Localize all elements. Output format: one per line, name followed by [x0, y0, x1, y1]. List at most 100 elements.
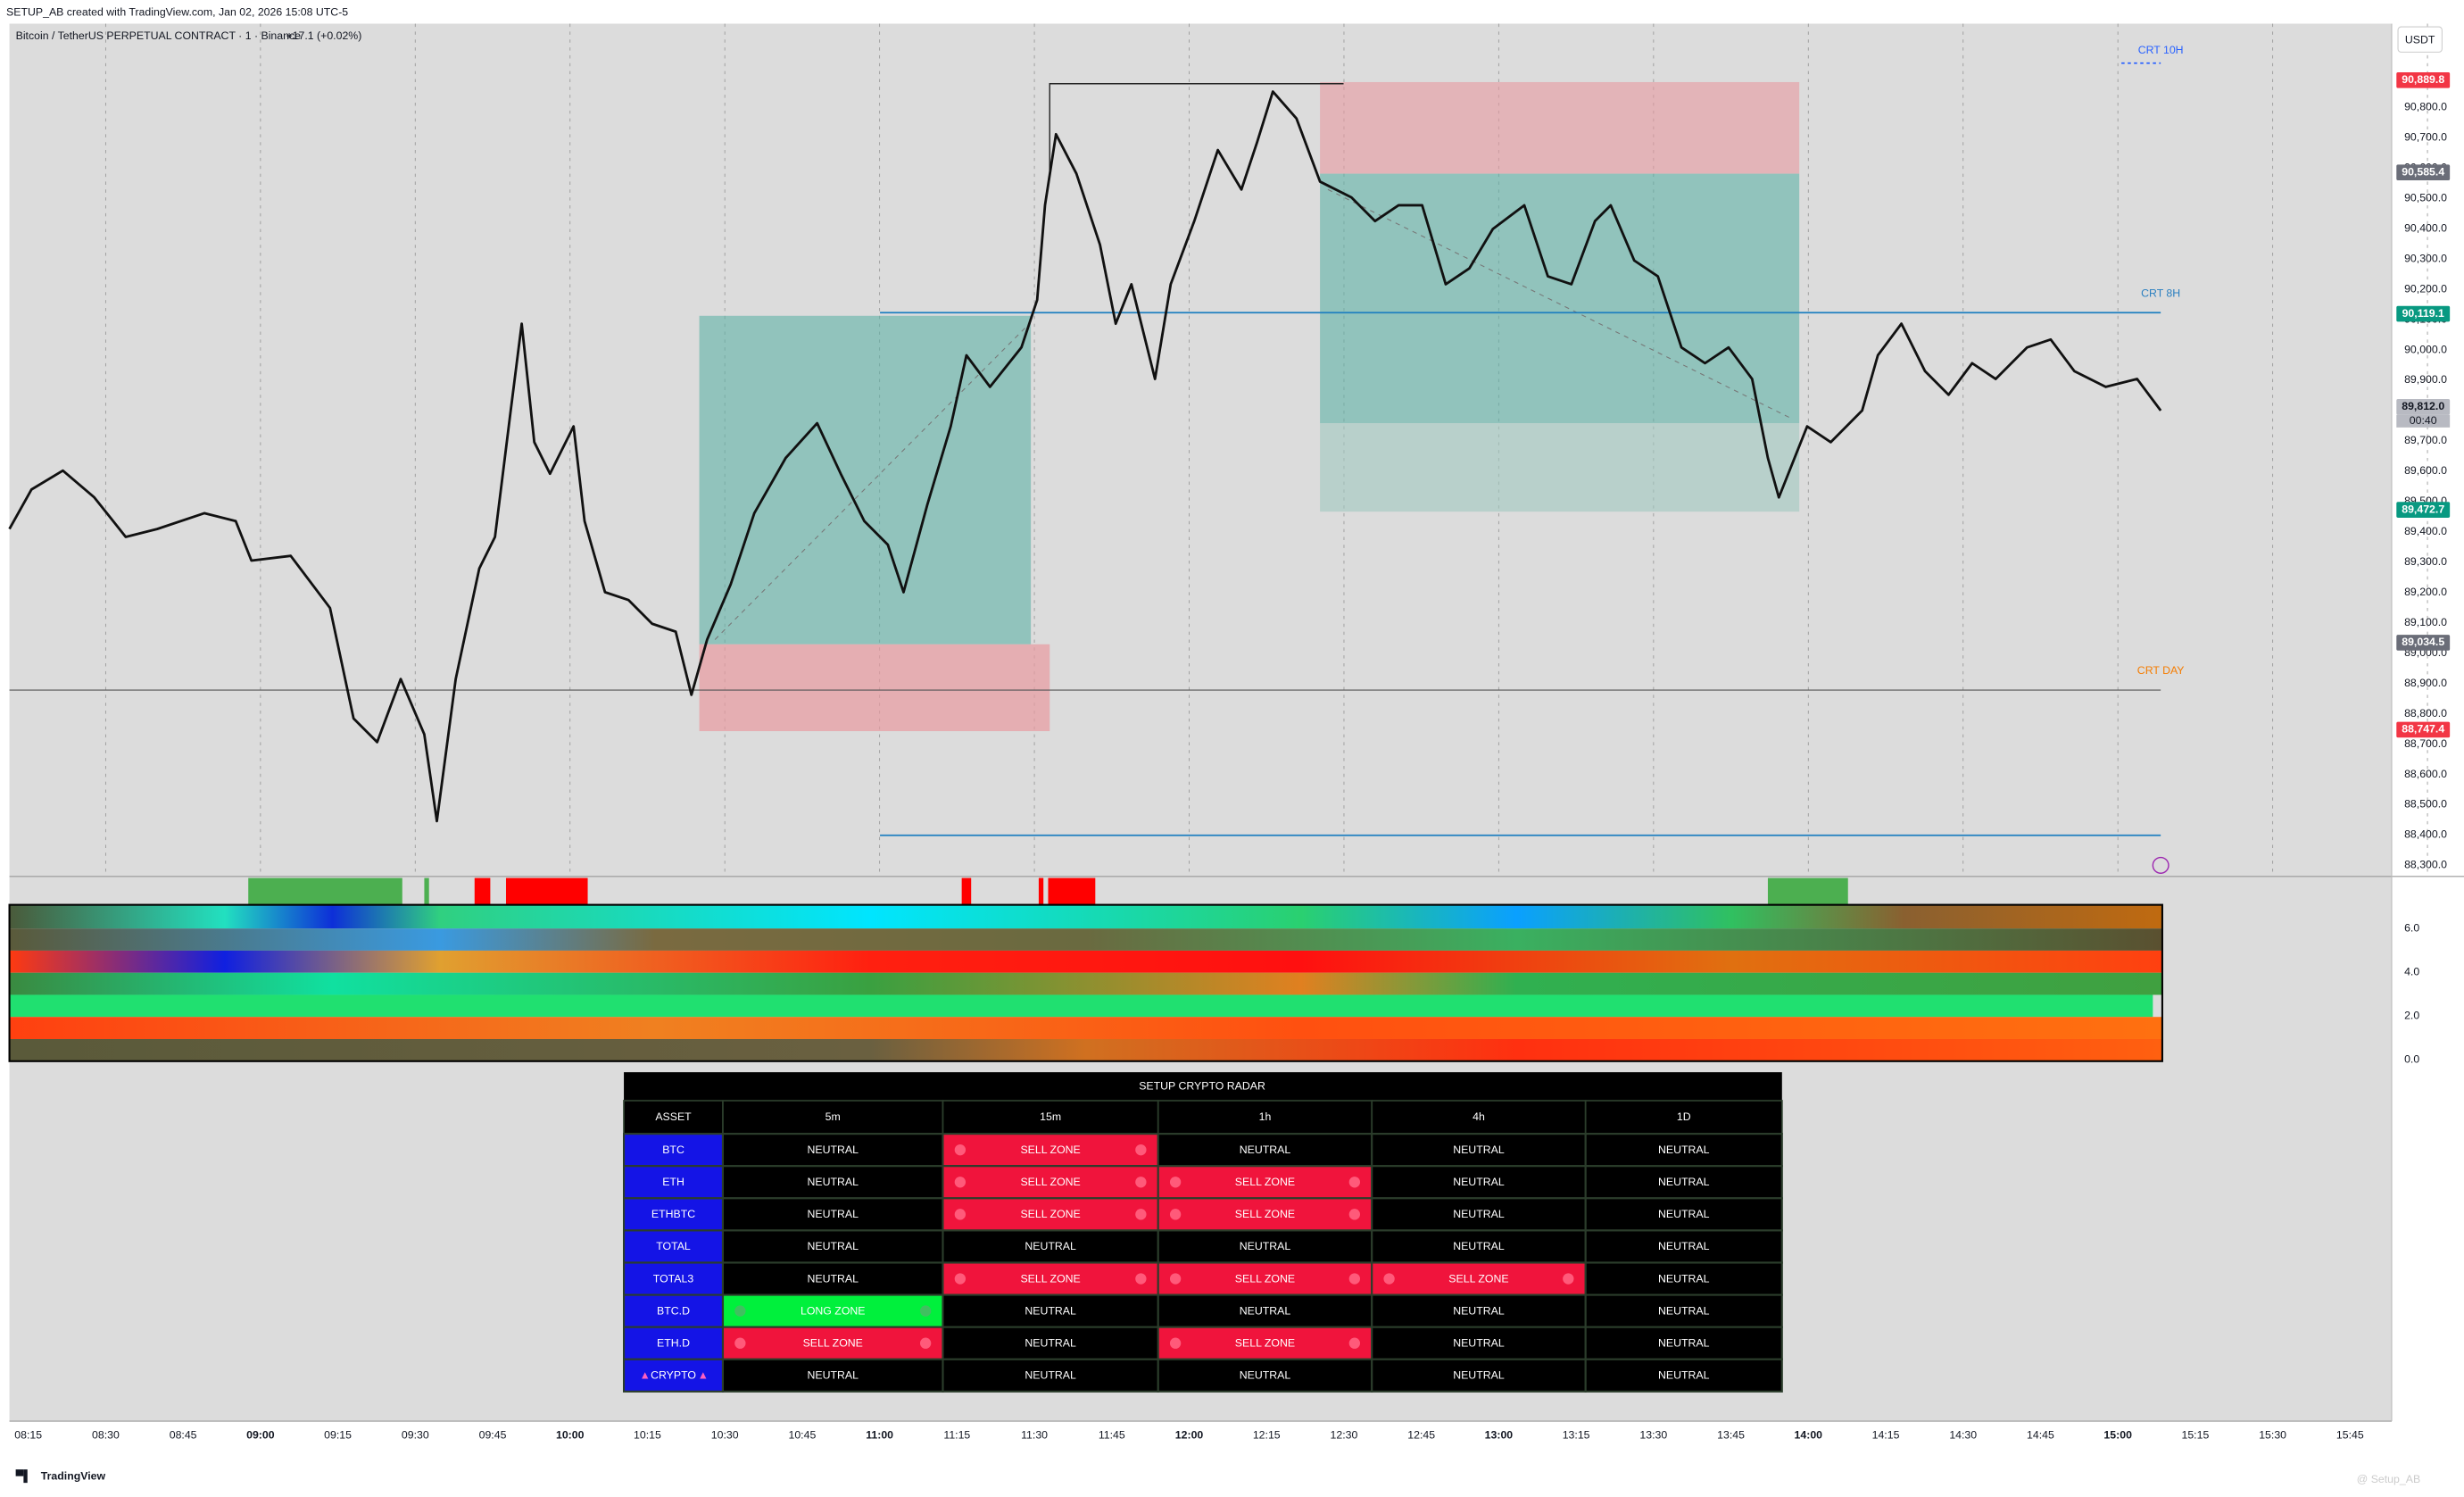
indicator-tick: 2.0 — [2404, 1009, 2419, 1021]
price-tick: 88,900.0 — [2404, 677, 2447, 689]
time-label: 13:45 — [1717, 1428, 1745, 1441]
table-cell — [1584, 1133, 1783, 1168]
heatmap-row — [9, 928, 2162, 951]
trade-path — [1327, 188, 1792, 420]
table-cell-text: LONG ZONE — [801, 1304, 866, 1317]
table-cell — [622, 1133, 725, 1168]
table-cell-text: NEUTRAL — [1025, 1369, 1076, 1382]
table-cell — [1371, 1326, 1587, 1360]
price-tick: 89,700.0 — [2404, 434, 2447, 446]
header-cell — [722, 1100, 944, 1135]
time-label: 14:30 — [1949, 1428, 1977, 1441]
table-cell-text: NEUTRAL — [1453, 1304, 1505, 1317]
table-cell-text: ETHBTC — [651, 1208, 695, 1220]
price-tag — [2396, 164, 2451, 181]
table-cell — [942, 1358, 1159, 1393]
time-label: 14:00 — [1795, 1428, 1823, 1441]
time-label: 10:15 — [634, 1428, 661, 1441]
level-label: CRT DAY — [2137, 664, 2185, 677]
table-cell — [942, 1261, 1159, 1296]
status-dot — [1135, 1273, 1147, 1285]
price-tick: 90,300.0 — [2404, 252, 2447, 264]
time-label: 08:30 — [92, 1428, 120, 1441]
table-cell — [1157, 1229, 1373, 1264]
time-label: 11:00 — [866, 1428, 893, 1441]
time-label: 12:30 — [1331, 1428, 1358, 1441]
header-cell — [1157, 1100, 1373, 1135]
crypto-icon: ▲ — [640, 1369, 651, 1382]
time-label: 08:45 — [170, 1428, 197, 1441]
table-cell — [622, 1229, 725, 1264]
price-tick: 88,800.0 — [2404, 707, 2447, 719]
status-dot — [1169, 1273, 1182, 1285]
price-tick: 88,500.0 — [2404, 798, 2447, 811]
table-cell — [1371, 1261, 1587, 1296]
chart-pane — [9, 23, 2393, 877]
table-cell-text: 4h — [1473, 1110, 1485, 1123]
table-cell-text: NEUTRAL — [1453, 1144, 1505, 1156]
indicator-tick: 4.0 — [2404, 965, 2419, 977]
heatmap-row — [9, 1038, 2162, 1061]
price-tag-label: 90,889.8 — [2402, 73, 2444, 86]
time-label: 11:30 — [1021, 1428, 1048, 1441]
range-line — [1049, 83, 1344, 174]
table-cell-text: NEUTRAL — [808, 1369, 859, 1382]
table-cell-text: NEUTRAL — [1658, 1144, 1710, 1156]
status-dot — [954, 1177, 967, 1188]
time-label: 08:15 — [14, 1428, 42, 1441]
table-cell — [721, 1165, 944, 1200]
table-cell-text: SELL ZONE — [1020, 1144, 1080, 1156]
heatmap — [8, 903, 2163, 1062]
time-label: 09:45 — [479, 1428, 507, 1441]
time-label: 15:00 — [2103, 1428, 2132, 1441]
price-tick: 89,600.0 — [2404, 464, 2447, 477]
table-cell-text: NEUTRAL — [808, 1272, 859, 1285]
price-tick: 88,600.0 — [2404, 768, 2447, 780]
logo-mark: ▀▌ — [16, 1468, 31, 1483]
table-cell-text: ETH — [662, 1176, 684, 1188]
status-dot — [1383, 1273, 1395, 1285]
alert-icon[interactable] — [2152, 856, 2169, 874]
table-cell — [1371, 1358, 1587, 1393]
table-cell-text: BTC — [662, 1144, 684, 1156]
table-cell-text: NEUTRAL — [1658, 1336, 1710, 1349]
signal-bar — [1767, 877, 1848, 905]
table-cell — [1371, 1133, 1587, 1168]
time-label: 15:30 — [2259, 1428, 2286, 1441]
currency-box[interactable] — [2397, 26, 2443, 53]
time-label: 10:45 — [789, 1428, 817, 1441]
table-cell — [1584, 1358, 1783, 1393]
time-label: 09:00 — [246, 1428, 275, 1441]
table-cell — [622, 1261, 725, 1296]
table-cell-text: ASSET — [655, 1110, 692, 1123]
signal-bar — [248, 877, 402, 905]
table-cell-text: SELL ZONE — [1235, 1272, 1295, 1285]
table-cell — [1157, 1293, 1373, 1328]
time-label: 15:45 — [2336, 1428, 2364, 1441]
table-cell-text: NEUTRAL — [1240, 1369, 1291, 1382]
table-cell-text: SELL ZONE — [1448, 1272, 1508, 1285]
table-cell-text: NEUTRAL — [1453, 1336, 1505, 1349]
short-position-profit — [1320, 173, 1800, 424]
table-cell — [721, 1358, 944, 1393]
indicator-tick: 0.0 — [2404, 1052, 2419, 1065]
table-cell-text: SELL ZONE — [1020, 1208, 1080, 1220]
table-cell-text: NEUTRAL — [1025, 1240, 1076, 1252]
table-cell — [1584, 1326, 1783, 1360]
time-label: 09:30 — [402, 1428, 429, 1441]
price-tick: 88,400.0 — [2404, 828, 2447, 841]
status-dot — [954, 1273, 967, 1285]
table-cell — [1584, 1293, 1783, 1328]
table-cell-text: NEUTRAL — [1025, 1304, 1076, 1317]
logo: TradingView — [41, 1469, 106, 1482]
table-cell-text: NEUTRAL — [808, 1208, 859, 1220]
status-dot — [1135, 1177, 1147, 1188]
table-cell-text: NEUTRAL — [808, 1240, 859, 1252]
heatmap-row — [9, 972, 2162, 995]
countdown-box — [2396, 414, 2451, 428]
currency[interactable]: USDT — [2405, 33, 2435, 46]
table-cell — [1371, 1197, 1587, 1232]
signal-bar — [474, 877, 491, 905]
